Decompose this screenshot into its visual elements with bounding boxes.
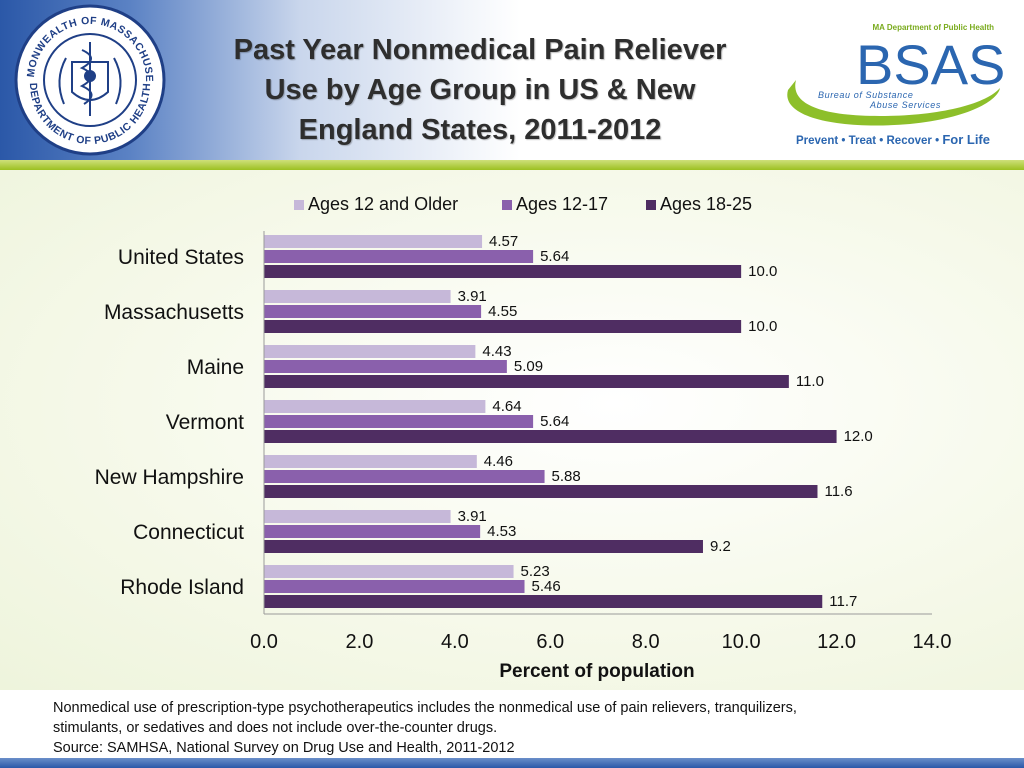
header-band <box>0 0 1024 170</box>
bar-5-1 <box>264 525 481 538</box>
bar-6-1 <box>264 580 525 593</box>
logo-swoosh-icon <box>787 80 1000 126</box>
logo-acronym: BSAS <box>856 33 1005 96</box>
chart-bars <box>264 235 837 608</box>
bar-1-2 <box>264 320 742 333</box>
bar-1-1 <box>264 305 482 318</box>
logo-name-line-1: Bureau of Substance <box>818 90 913 100</box>
bar-label-1-2: 10.0 <box>748 318 777 335</box>
bar-label-2-1: 5.09 <box>514 358 543 375</box>
logo-name-line-2: Abuse Services <box>869 100 941 110</box>
bar-chart: Ages 12 and Older Ages 12-17 Ages 18-25 4.… <box>95 194 952 682</box>
chart-category-labels: United States Massachusetts Maine Vermont Ne… <box>95 246 245 599</box>
source-note: Source: SAMHSA, National Survey on Drug … <box>53 740 515 756</box>
logo-tagline-main: Prevent • Treat • Recover • <box>796 135 939 147</box>
bar-3-0 <box>264 400 486 413</box>
x-tick-label-2: 4.0 <box>441 631 469 653</box>
bar-label-5-2: 9.2 <box>710 538 731 555</box>
x-tick-label-5: 10.0 <box>722 631 761 653</box>
bar-label-4-1: 5.88 <box>552 468 581 485</box>
bar-label-6-2: 11.7 <box>829 593 857 610</box>
x-tick-label-1: 2.0 <box>346 631 374 653</box>
title-line-3: England States, 2011-2012 <box>298 114 662 146</box>
bar-label-3-2: 12.0 <box>844 428 873 445</box>
category-label-2: Maine <box>187 356 244 379</box>
logo-agency-text: MA Department of Public Health <box>873 23 995 32</box>
bar-label-5-1: 4.53 <box>487 523 516 540</box>
footnote-line-2: stimulants, or sedatives and does not in… <box>53 720 498 736</box>
massachusetts-dph-seal: COMMONWEALTH OF MASSACHUSETTS DEPARTMENT… <box>14 4 166 156</box>
bar-label-0-0: 4.57 <box>489 233 518 250</box>
category-label-4: New Hampshire <box>95 466 244 489</box>
footer-band <box>0 758 1024 768</box>
bar-5-2 <box>264 540 703 553</box>
bar-3-1 <box>264 415 534 428</box>
footnote: Nonmedical use of prescription-type psyc… <box>53 698 1013 758</box>
seal-emblem-icon <box>58 42 122 116</box>
bar-label-2-2: 11.0 <box>796 373 824 390</box>
x-tick-label-0: 0.0 <box>250 631 278 653</box>
bar-2-1 <box>264 360 507 373</box>
bar-4-0 <box>264 455 477 468</box>
x-tick-label-4: 8.0 <box>632 631 660 653</box>
bar-4-1 <box>264 470 545 483</box>
bar-label-0-1: 5.64 <box>540 248 569 265</box>
page-title: Past Year Nonmedical Pain Reliever Use b… <box>180 30 780 150</box>
legend-label-1: Ages 12-17 <box>516 194 608 214</box>
bar-0-1 <box>264 250 534 263</box>
legend-label-0: Ages 12 and Older <box>308 194 458 214</box>
legend-label-2: Ages 18-25 <box>660 194 752 214</box>
legend-swatch-2 <box>646 200 656 210</box>
title-line-1: Past Year Nonmedical Pain Reliever <box>233 34 727 66</box>
category-label-0: United States <box>118 246 244 269</box>
bar-6-2 <box>264 595 823 608</box>
legend-swatch-1 <box>502 200 512 210</box>
bar-3-2 <box>264 430 837 443</box>
bar-4-2 <box>264 485 818 498</box>
bar-2-2 <box>264 375 789 388</box>
bar-1-0 <box>264 290 451 303</box>
x-tick-label-3: 6.0 <box>536 631 564 653</box>
bsas-logo: MA Department of Public Health BSAS Bure… <box>787 23 1005 147</box>
category-label-5: Connecticut <box>133 521 244 544</box>
bar-label-2-0: 4.43 <box>482 343 511 360</box>
chart-axis: 0.0 2.0 4.0 6.0 8.0 10.0 12.0 14.0 <box>250 231 951 653</box>
x-axis-label: Percent of population <box>499 661 694 682</box>
bar-0-2 <box>264 265 742 278</box>
title-line-2: Use by Age Group in US & New <box>264 74 696 106</box>
bar-label-6-1: 5.46 <box>532 578 561 595</box>
category-label-3: Vermont <box>166 411 244 434</box>
legend-swatch-0 <box>294 200 304 210</box>
x-tick-label-6: 12.0 <box>817 631 856 653</box>
bar-label-6-0: 5.23 <box>521 563 550 580</box>
category-label-1: Massachusetts <box>104 301 244 324</box>
x-tick-label-7: 14.0 <box>913 631 952 653</box>
bar-label-1-1: 4.55 <box>488 303 517 320</box>
chart-legend: Ages 12 and Older Ages 12-17 Ages 18-25 <box>294 194 752 214</box>
bar-5-0 <box>264 510 451 523</box>
bar-label-0-2: 10.0 <box>748 263 777 280</box>
bar-label-4-2: 11.6 <box>824 483 852 500</box>
header-accent-line <box>0 160 1024 170</box>
bar-label-3-1: 5.64 <box>540 413 569 430</box>
bar-label-3-0: 4.64 <box>492 398 521 415</box>
bar-6-0 <box>264 565 514 578</box>
bar-2-0 <box>264 345 476 358</box>
category-label-6: Rhode Island <box>120 576 244 599</box>
logo-tagline: Prevent • Treat • Recover • For Life <box>796 132 990 147</box>
logo-tagline-emph: For Life <box>942 132 990 147</box>
bar-0-0 <box>264 235 483 248</box>
bar-label-5-0: 3.91 <box>458 508 487 525</box>
bar-label-1-0: 3.91 <box>458 288 487 305</box>
footnote-line-1: Nonmedical use of prescription-type psyc… <box>53 700 797 716</box>
chart-bar-labels: 4.575.6410.03.914.5510.04.435.0911.04.64… <box>458 233 873 610</box>
bar-label-4-0: 4.46 <box>484 453 513 470</box>
